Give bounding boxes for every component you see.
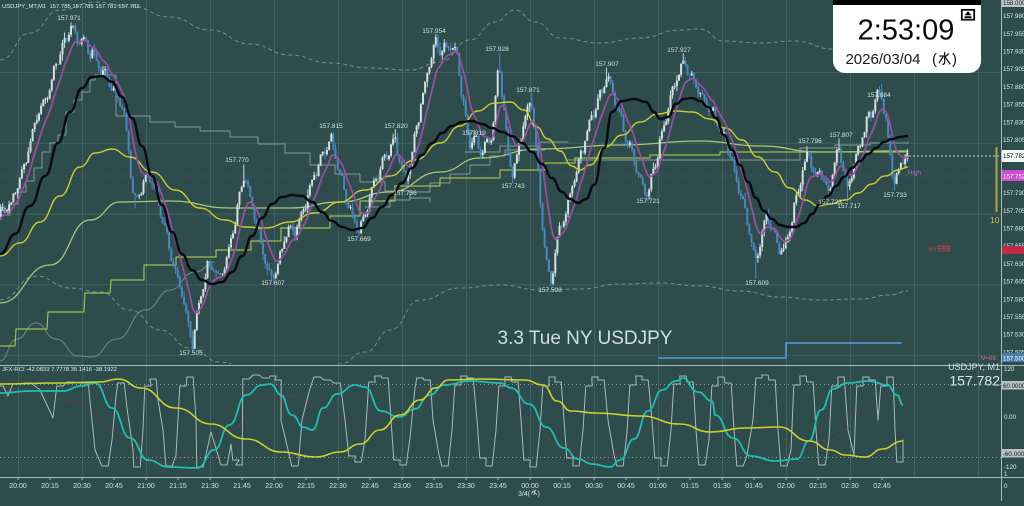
svg-text:N=66: N=66	[980, 355, 996, 362]
svg-text:157.752: 157.752	[1003, 174, 1024, 181]
svg-text:157.705: 157.705	[0, 208, 11, 215]
svg-text:157.971: 157.971	[57, 15, 81, 22]
svg-text:02:45: 02:45	[873, 483, 891, 490]
svg-text:00:30: 00:30	[585, 483, 603, 490]
svg-text:157.880: 157.880	[1003, 84, 1024, 91]
svg-text:JFX-RCI -42.0833 7.7778 35.141: JFX-RCI -42.0833 7.7778 35.1416 -38.1922	[2, 367, 117, 373]
svg-text:0: 0	[1004, 483, 1008, 490]
svg-text:157.796: 157.796	[798, 138, 822, 145]
svg-text:2026/03/04: 2026/03/04	[845, 51, 920, 68]
svg-text:157.805: 157.805	[1003, 137, 1024, 144]
svg-text:157.928: 157.928	[485, 46, 509, 53]
svg-text:158.000: 158.000	[1003, 0, 1024, 7]
svg-text:157.743: 157.743	[501, 183, 525, 190]
svg-text:23:00: 23:00	[393, 483, 411, 490]
svg-text:157.830: 157.830	[1003, 119, 1024, 126]
svg-text:120: 120	[1004, 366, 1015, 373]
svg-text:01:00: 01:00	[649, 483, 667, 490]
svg-text:157.930: 157.930	[1003, 49, 1024, 56]
svg-text:): )	[538, 491, 540, 498]
svg-text:): )	[952, 51, 957, 68]
svg-text:157.855: 157.855	[1003, 102, 1024, 109]
svg-text:157.669: 157.669	[347, 236, 371, 243]
svg-text:USDJPY, M1: USDJPY, M1	[948, 362, 1000, 372]
svg-text:157.905: 157.905	[1003, 66, 1024, 73]
svg-text:157.782: 157.782	[949, 373, 1000, 389]
svg-text:157.733: 157.733	[883, 192, 907, 199]
svg-text:-60.0000: -60.0000	[1003, 451, 1024, 458]
svg-text:23:45: 23:45	[489, 483, 507, 490]
svg-text:157.980: 157.980	[1003, 13, 1024, 20]
svg-text:USDJPY_MT,M1 157.785 157.785: USDJPY_MT,M1 157.785 157.785 157.781 157…	[2, 4, 140, 10]
svg-text:157.680: 157.680	[1003, 226, 1024, 233]
svg-text:01:45: 01:45	[745, 483, 763, 490]
svg-text:20:15: 20:15	[41, 483, 59, 490]
svg-text:157.500: 157.500	[1003, 356, 1024, 363]
svg-text:157.505: 157.505	[179, 350, 203, 357]
svg-text:157.555: 157.555	[1003, 314, 1024, 321]
svg-text:157.721: 157.721	[636, 198, 660, 205]
svg-text:21:15: 21:15	[169, 483, 187, 490]
svg-text:22:15: 22:15	[297, 483, 315, 490]
svg-text:1: 1	[1004, 471, 1008, 478]
svg-text:0.00: 0.00	[1004, 414, 1017, 421]
svg-text:3/4(: 3/4(	[518, 491, 531, 498]
svg-text:157.820: 157.820	[384, 123, 408, 130]
svg-text:157.605: 157.605	[1003, 279, 1024, 286]
svg-text:157.819: 157.819	[462, 130, 486, 137]
svg-text:157.815: 157.815	[319, 123, 343, 130]
svg-text:01:30: 01:30	[713, 483, 731, 490]
svg-text:20:00: 20:00	[9, 483, 27, 490]
svg-text:23:15: 23:15	[425, 483, 443, 490]
svg-text:(: (	[932, 51, 937, 68]
svg-text:157.607: 157.607	[261, 280, 285, 287]
svg-text:00:45: 00:45	[617, 483, 635, 490]
svg-text:02:00: 02:00	[777, 483, 795, 490]
svg-text:High: High	[908, 170, 921, 177]
svg-text:22:45: 22:45	[361, 483, 379, 490]
svg-text:157.884: 157.884	[867, 92, 891, 99]
svg-text:02:15: 02:15	[809, 483, 827, 490]
svg-text:22:30: 22:30	[329, 483, 347, 490]
svg-text:157.705: 157.705	[1003, 208, 1024, 215]
svg-text:3.3 Tue NY USDJPY: 3.3 Tue NY USDJPY	[498, 328, 673, 349]
svg-text:157.927: 157.927	[667, 47, 691, 54]
svg-text:2:53:09: 2:53:09	[858, 15, 955, 47]
svg-text:22:00: 22:00	[265, 483, 283, 490]
svg-text:20:45: 20:45	[105, 483, 123, 490]
svg-text:20:30: 20:30	[73, 483, 91, 490]
svg-text:157.770: 157.770	[225, 157, 249, 164]
svg-text:157.580: 157.580	[1003, 296, 1024, 303]
svg-text:23:30: 23:30	[457, 483, 475, 490]
svg-text:NY: NY	[928, 246, 938, 253]
svg-text:10: 10	[990, 215, 1000, 225]
svg-text:00:00: 00:00	[521, 483, 539, 490]
svg-text:60.0000: 60.0000	[1003, 383, 1024, 390]
svg-text:157.782: 157.782	[1003, 153, 1024, 160]
svg-text:01:15: 01:15	[681, 483, 699, 490]
svg-text:02:30: 02:30	[841, 483, 859, 490]
svg-text:157.907: 157.907	[595, 61, 619, 68]
svg-text:157.955: 157.955	[1003, 31, 1024, 38]
svg-text:157.609: 157.609	[745, 280, 769, 287]
svg-text:157.736: 157.736	[393, 190, 417, 197]
svg-text:-120: -120	[1004, 464, 1017, 471]
svg-text:157.630: 157.630	[1003, 261, 1024, 268]
svg-text:21:45: 21:45	[233, 483, 251, 490]
svg-text:157.807: 157.807	[829, 132, 853, 139]
svg-text:157.598: 157.598	[538, 287, 562, 294]
svg-text:157.954: 157.954	[422, 28, 446, 35]
svg-text:21:30: 21:30	[201, 483, 219, 490]
svg-text:21:00: 21:00	[137, 483, 155, 490]
svg-text:157.730: 157.730	[1003, 190, 1024, 197]
svg-text:157.717: 157.717	[837, 203, 861, 210]
svg-text:157.871: 157.871	[516, 87, 540, 94]
svg-text:00:15: 00:15	[553, 483, 571, 490]
svg-text:157.530: 157.530	[1003, 332, 1024, 339]
